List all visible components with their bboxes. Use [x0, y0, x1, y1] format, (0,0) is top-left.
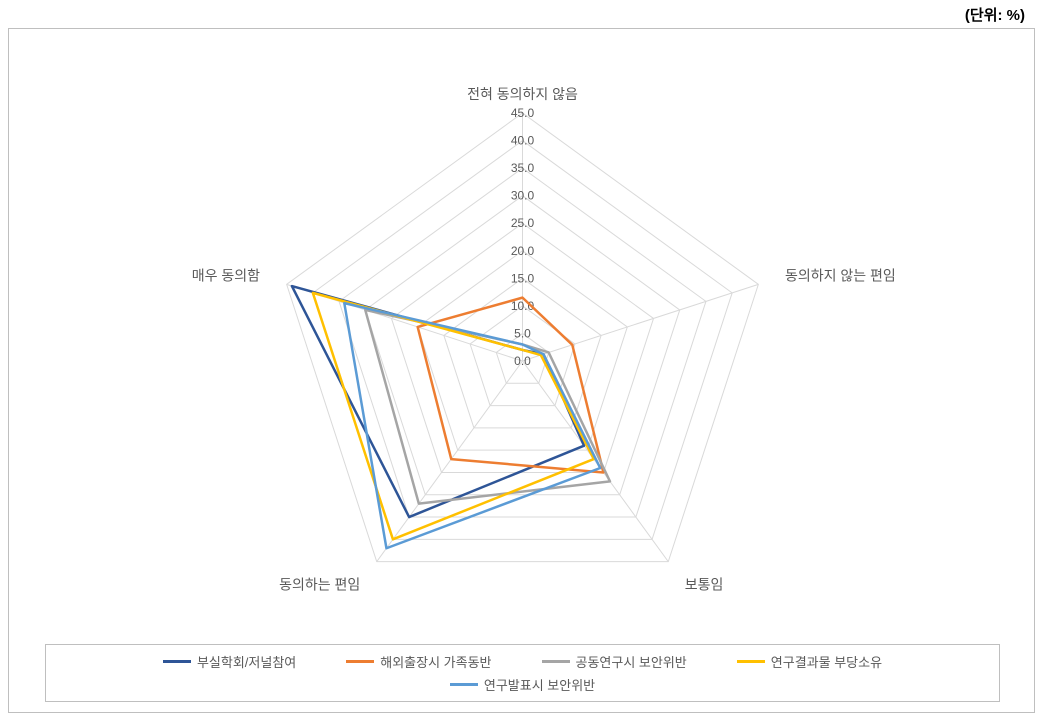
- legend-label: 공동연구시 보안위반: [576, 652, 687, 671]
- legend-swatch: [163, 660, 191, 663]
- svg-text:45.0: 45.0: [511, 106, 535, 120]
- svg-text:35.0: 35.0: [511, 161, 535, 175]
- legend-item: 연구결과물 부당소유: [737, 652, 882, 671]
- legend-label: 부실학회/저널참여: [197, 652, 296, 671]
- svg-text:동의하는 편임: 동의하는 편임: [279, 576, 360, 592]
- chart-frame: 0.05.010.015.020.025.030.035.040.045.0전혀…: [8, 28, 1035, 713]
- radar-plot: 0.05.010.015.020.025.030.035.040.045.0전혀…: [45, 45, 1000, 641]
- svg-text:25.0: 25.0: [511, 216, 535, 230]
- legend-swatch: [737, 660, 765, 663]
- legend-item: 해외출장시 가족동반: [346, 652, 491, 671]
- svg-text:동의하지 않는 편임: 동의하지 않는 편임: [785, 268, 896, 284]
- svg-text:전혀 동의하지 않음: 전혀 동의하지 않음: [467, 86, 578, 102]
- legend-item: 공동연구시 보안위반: [542, 652, 687, 671]
- unit-label: (단위: %): [965, 4, 1025, 25]
- legend-swatch: [542, 660, 570, 663]
- svg-text:20.0: 20.0: [511, 244, 535, 258]
- svg-text:0.0: 0.0: [514, 354, 531, 368]
- svg-text:15.0: 15.0: [511, 271, 535, 285]
- legend-item: 연구발표시 보안위반: [450, 675, 595, 694]
- legend-swatch: [346, 660, 374, 663]
- svg-text:40.0: 40.0: [511, 134, 535, 148]
- legend-label: 해외출장시 가족동반: [380, 652, 491, 671]
- legend-item: 부실학회/저널참여: [163, 652, 296, 671]
- svg-text:5.0: 5.0: [514, 326, 531, 340]
- svg-text:매우 동의함: 매우 동의함: [192, 268, 260, 284]
- svg-text:30.0: 30.0: [511, 189, 535, 203]
- legend: 부실학회/저널참여 해외출장시 가족동반 공동연구시 보안위반 연구결과물 부당소유연…: [45, 644, 1000, 702]
- legend-label: 연구결과물 부당소유: [771, 652, 882, 671]
- legend-label: 연구발표시 보안위반: [484, 675, 595, 694]
- svg-text:보통임: 보통임: [685, 576, 724, 592]
- radar-svg: 0.05.010.015.020.025.030.035.040.045.0전혀…: [45, 45, 1000, 641]
- legend-swatch: [450, 683, 478, 686]
